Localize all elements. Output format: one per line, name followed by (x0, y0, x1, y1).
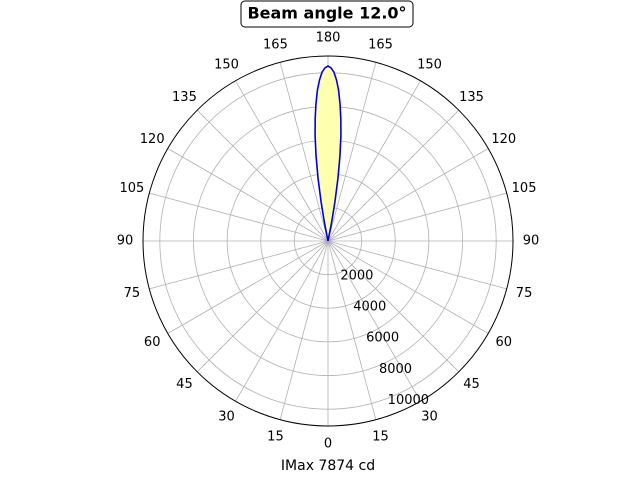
theta-tick-label: 60 (496, 335, 513, 350)
x-axis-label: IMax 7874 cd (281, 458, 375, 474)
grid-spoke (167, 240, 329, 334)
chart-title: Beam angle 12.0° (247, 4, 406, 23)
theta-tick-label: 165 (263, 37, 288, 52)
grid-spoke (279, 62, 329, 242)
theta-tick-label: 30 (218, 409, 235, 424)
theta-tick-label: 45 (176, 377, 193, 392)
theta-tick-label: 90 (523, 234, 540, 249)
theta-tick-label: 150 (214, 58, 239, 73)
grid-spoke (327, 109, 460, 242)
theta-tick-label: 135 (459, 90, 484, 105)
grid-spoke (279, 240, 329, 420)
r-tick-label: 8000 (379, 362, 412, 377)
grid-spoke (327, 240, 421, 402)
grid-spoke (327, 62, 377, 242)
theta-tick-label: 45 (463, 377, 480, 392)
r-tick-label: 10000 (388, 393, 429, 408)
grid-spoke (327, 80, 421, 242)
r-tick-label: 4000 (353, 300, 386, 315)
theta-tick-label: 30 (421, 409, 438, 424)
theta-tick-label: 105 (512, 181, 537, 196)
grid-spoke (327, 192, 507, 242)
r-tick-label: 2000 (340, 269, 373, 284)
theta-tick-label: 75 (516, 286, 533, 301)
theta-tick-label: 15 (267, 430, 284, 445)
grid-spoke (327, 240, 489, 334)
theta-tick-label: 90 (117, 234, 134, 249)
theta-tick-label: 165 (368, 37, 393, 52)
grid-spoke (196, 240, 329, 373)
r-tick-label: 6000 (366, 331, 399, 346)
polar-frame (142, 55, 514, 427)
theta-tick-label: 150 (417, 58, 442, 73)
beam-line (314, 65, 342, 242)
grid-spoke (149, 192, 329, 242)
grid-spoke (196, 109, 329, 242)
theta-tick-label: 120 (491, 132, 516, 147)
grid-spoke (235, 80, 329, 242)
grid-spoke (149, 240, 329, 290)
grid-spoke (327, 240, 460, 373)
title-box (240, 0, 414, 28)
grid-spoke (167, 148, 329, 242)
grid-spoke (327, 240, 507, 290)
theta-tick-label: 15 (372, 430, 389, 445)
theta-tick-label: 0 (324, 437, 332, 452)
theta-tick-label: 75 (124, 286, 141, 301)
grid-spoke (327, 240, 377, 420)
theta-tick-label: 105 (120, 181, 145, 196)
theta-tick-label: 60 (144, 335, 161, 350)
grid-spoke (327, 148, 489, 242)
theta-tick-label: 135 (172, 90, 197, 105)
theta-tick-label: 120 (140, 132, 165, 147)
beam-fill (315, 66, 341, 241)
grid-spoke (235, 240, 329, 402)
theta-tick-label: 180 (316, 31, 341, 46)
